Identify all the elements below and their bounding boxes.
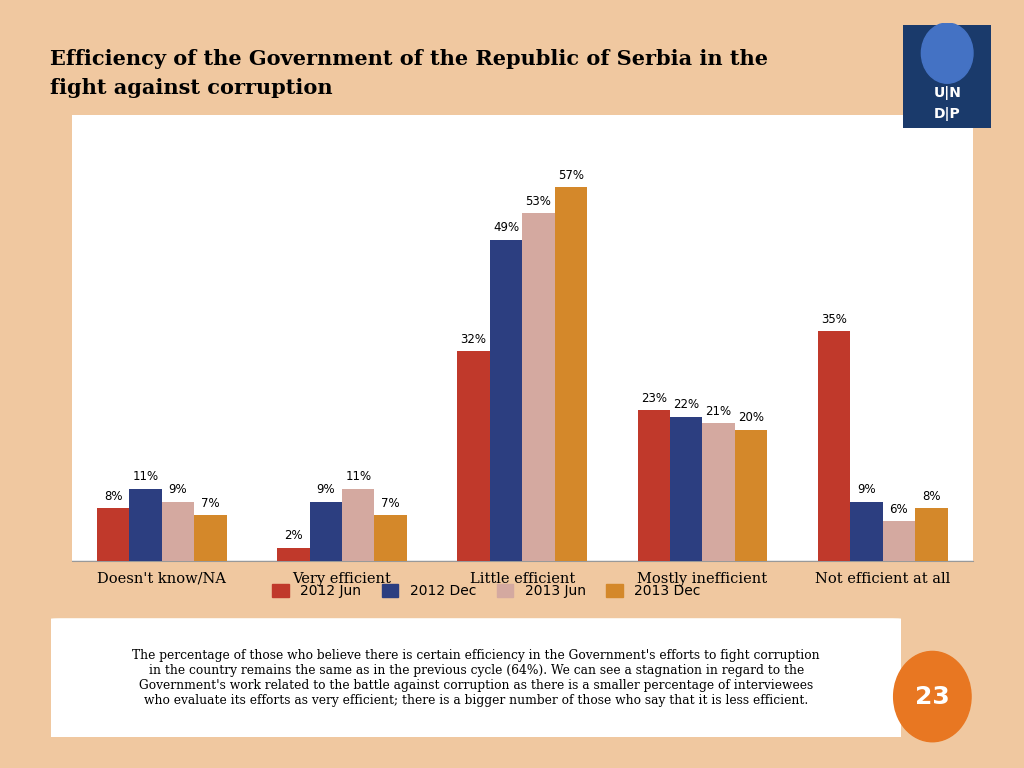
Text: 23: 23 xyxy=(915,684,949,709)
Text: 23%: 23% xyxy=(641,392,667,405)
Bar xyxy=(818,331,850,561)
Text: 11%: 11% xyxy=(132,470,159,483)
Text: 49%: 49% xyxy=(493,221,519,234)
Text: Efficiency of the Government of the Republic of Serbia in the: Efficiency of the Government of the Repu… xyxy=(50,48,768,68)
Text: 32%: 32% xyxy=(461,333,486,346)
Text: D|P: D|P xyxy=(934,108,961,121)
Legend: 2012 Jun, 2012 Dec, 2013 Jun, 2013 Dec: 2012 Jun, 2012 Dec, 2013 Jun, 2013 Dec xyxy=(266,579,707,604)
Bar xyxy=(195,515,226,561)
Bar xyxy=(129,488,162,561)
Text: 35%: 35% xyxy=(821,313,847,326)
Circle shape xyxy=(922,23,973,83)
FancyBboxPatch shape xyxy=(903,25,991,128)
Text: 53%: 53% xyxy=(525,195,551,208)
Text: 9%: 9% xyxy=(169,483,187,496)
Text: The percentage of those who believe there is certain efficiency in the Governmen: The percentage of those who believe ther… xyxy=(132,649,820,707)
Bar xyxy=(735,429,767,561)
Text: 57%: 57% xyxy=(558,169,584,182)
Bar xyxy=(162,502,195,561)
Circle shape xyxy=(894,651,971,742)
Bar xyxy=(638,410,670,561)
Text: 20%: 20% xyxy=(738,412,764,425)
Bar xyxy=(278,548,309,561)
Text: fight against corruption: fight against corruption xyxy=(50,78,333,98)
Bar xyxy=(702,423,735,561)
FancyBboxPatch shape xyxy=(34,617,919,739)
Text: 7%: 7% xyxy=(381,497,400,509)
Bar xyxy=(458,351,489,561)
Bar xyxy=(883,521,915,561)
Bar xyxy=(489,240,522,561)
Bar xyxy=(522,214,555,561)
Bar xyxy=(915,508,947,561)
Bar xyxy=(850,502,883,561)
Text: 9%: 9% xyxy=(857,483,876,496)
Text: U|N: U|N xyxy=(933,86,962,100)
Bar xyxy=(375,515,407,561)
Bar xyxy=(555,187,587,561)
Text: 8%: 8% xyxy=(922,490,941,503)
Text: 11%: 11% xyxy=(345,470,372,483)
Bar xyxy=(97,508,129,561)
Text: 7%: 7% xyxy=(201,497,220,509)
Bar xyxy=(670,416,702,561)
Text: 21%: 21% xyxy=(706,405,732,418)
Text: 6%: 6% xyxy=(890,503,908,516)
Text: 9%: 9% xyxy=(316,483,335,496)
Text: 8%: 8% xyxy=(103,490,123,503)
Text: 22%: 22% xyxy=(673,399,699,412)
Bar xyxy=(309,502,342,561)
Text: 2%: 2% xyxy=(284,529,303,542)
Bar xyxy=(342,488,375,561)
